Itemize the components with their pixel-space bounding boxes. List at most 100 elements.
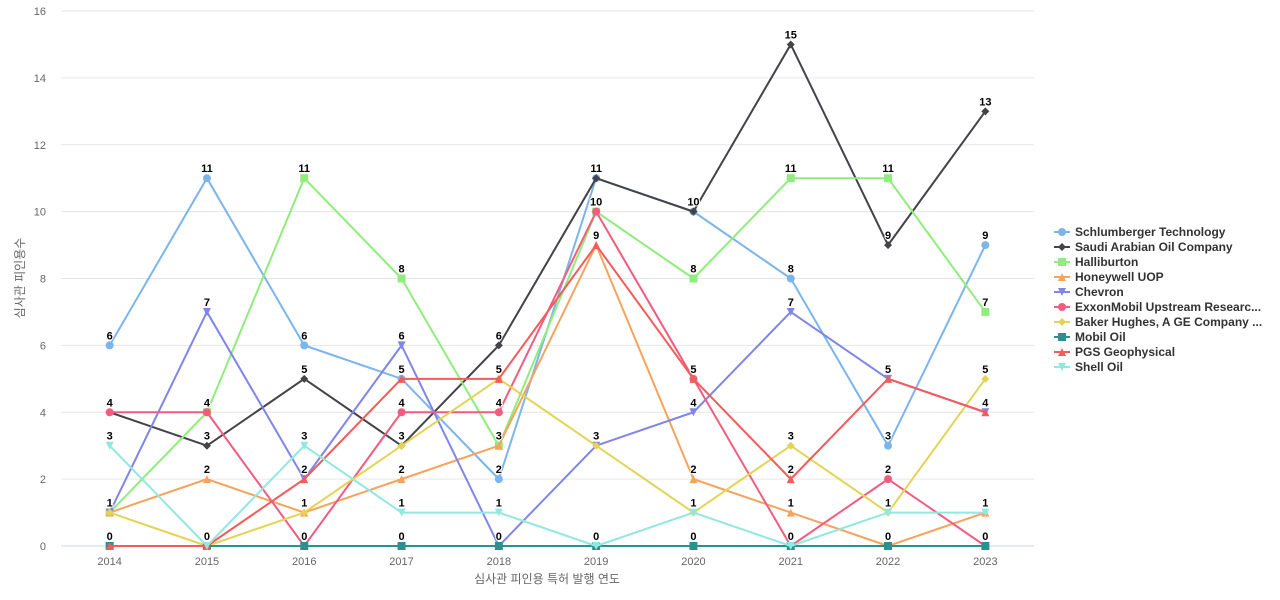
data-point[interactable] <box>689 508 698 517</box>
data-point[interactable] <box>981 307 990 316</box>
data-point[interactable] <box>300 374 309 383</box>
y-tick-label: 6 <box>40 340 46 352</box>
data-point[interactable] <box>300 341 309 350</box>
data-label: 5 <box>496 364 502 376</box>
data-point[interactable] <box>202 441 211 450</box>
data-label: 4 <box>398 397 405 409</box>
legend-label: Halliburton <box>1075 254 1139 269</box>
data-point[interactable] <box>397 475 406 484</box>
data-point[interactable] <box>592 241 601 250</box>
data-point[interactable] <box>202 174 211 183</box>
data-point[interactable] <box>786 475 795 484</box>
data-point[interactable] <box>884 441 893 450</box>
y-axis-ticks: 0 2 4 6 8 10 12 14 16 <box>34 6 46 553</box>
data-label: 0 <box>496 531 502 543</box>
data-point[interactable] <box>786 441 795 450</box>
legend-item[interactable]: PGS Geophysical <box>1054 344 1262 359</box>
data-point[interactable] <box>689 374 698 383</box>
data-point[interactable] <box>300 542 309 550</box>
legend-item[interactable]: Shell Oil <box>1054 359 1262 374</box>
legend-swatch <box>1054 362 1070 371</box>
data-point[interactable] <box>105 341 114 350</box>
y-tick-label: 12 <box>34 140 46 152</box>
data-point[interactable] <box>884 374 893 383</box>
legend-item[interactable]: Halliburton <box>1054 254 1262 269</box>
legend-item[interactable]: Honeywell UOP <box>1054 269 1262 284</box>
data-point[interactable] <box>105 508 114 517</box>
data-point[interactable] <box>689 475 698 484</box>
data-point[interactable] <box>397 408 406 417</box>
data-point[interactable] <box>786 542 795 550</box>
data-label: 6 <box>301 330 307 342</box>
data-label: 10 <box>687 197 699 209</box>
data-point[interactable] <box>689 408 698 417</box>
data-point[interactable] <box>300 174 309 183</box>
legend-item[interactable]: Saudi Arabian Oil Company <box>1054 239 1262 254</box>
data-label: 7 <box>982 297 988 309</box>
grid-lines <box>61 10 1034 547</box>
data-point[interactable] <box>981 508 990 517</box>
data-point[interactable] <box>300 508 309 517</box>
data-point[interactable] <box>981 107 990 116</box>
data-label: 0 <box>885 531 891 543</box>
data-point[interactable] <box>884 475 893 484</box>
legend-item[interactable]: ExxonMobil Upstream Researc... <box>1054 299 1262 314</box>
data-point[interactable] <box>689 207 698 216</box>
legend-swatch <box>1054 347 1070 356</box>
data-point[interactable] <box>494 341 503 350</box>
series-line <box>109 244 986 547</box>
legend-swatch <box>1054 332 1070 341</box>
data-point[interactable] <box>981 542 990 550</box>
data-point[interactable] <box>786 40 795 49</box>
data-point[interactable] <box>202 475 211 484</box>
data-point[interactable] <box>397 374 406 383</box>
data-point[interactable] <box>981 408 990 417</box>
data-point[interactable] <box>689 274 698 283</box>
legend-item[interactable]: Chevron <box>1054 284 1262 299</box>
legend-item[interactable]: Baker Hughes, A GE Company ... <box>1054 314 1262 329</box>
data-point[interactable] <box>494 441 503 450</box>
series-line <box>109 377 987 547</box>
data-point[interactable] <box>592 207 601 216</box>
data-point[interactable] <box>494 508 503 517</box>
data-point[interactable] <box>884 241 893 250</box>
data-label: 1 <box>398 498 404 510</box>
data-point[interactable] <box>494 542 503 550</box>
data-point[interactable] <box>884 542 893 550</box>
data-point[interactable] <box>981 374 990 383</box>
data-point[interactable] <box>397 542 406 550</box>
data-point[interactable] <box>592 441 601 450</box>
data-point[interactable] <box>786 307 795 316</box>
data-labels: 6431011743201165321086543210654321011109… <box>106 28 993 544</box>
data-point[interactable] <box>300 441 309 450</box>
data-point[interactable] <box>592 174 601 183</box>
data-point[interactable] <box>786 174 795 183</box>
legend-item[interactable]: Schlumberger Technology <box>1054 224 1262 239</box>
data-label: 6 <box>107 330 113 342</box>
data-point[interactable] <box>202 408 211 417</box>
data-point[interactable] <box>397 441 406 450</box>
data-point[interactable] <box>202 307 211 316</box>
data-point[interactable] <box>592 542 601 550</box>
data-point[interactable] <box>981 241 990 250</box>
data-label: 11 <box>298 163 310 175</box>
data-point[interactable] <box>884 508 893 517</box>
data-point[interactable] <box>397 341 406 350</box>
data-point[interactable] <box>494 475 503 484</box>
data-point[interactable] <box>786 508 795 517</box>
data-point[interactable] <box>397 274 406 283</box>
data-point[interactable] <box>689 542 698 550</box>
data-point[interactable] <box>397 508 406 517</box>
data-point[interactable] <box>494 374 503 383</box>
data-point[interactable] <box>105 408 114 417</box>
data-point[interactable] <box>494 408 503 417</box>
data-point[interactable] <box>202 542 211 550</box>
data-point[interactable] <box>105 542 114 550</box>
data-point[interactable] <box>884 174 893 183</box>
legend-item[interactable]: Mobil Oil <box>1054 329 1262 344</box>
data-point[interactable] <box>105 441 114 450</box>
data-point[interactable] <box>300 475 309 484</box>
data-label: 3 <box>107 431 113 443</box>
legend-label: Mobil Oil <box>1075 329 1126 344</box>
data-point[interactable] <box>786 274 795 283</box>
